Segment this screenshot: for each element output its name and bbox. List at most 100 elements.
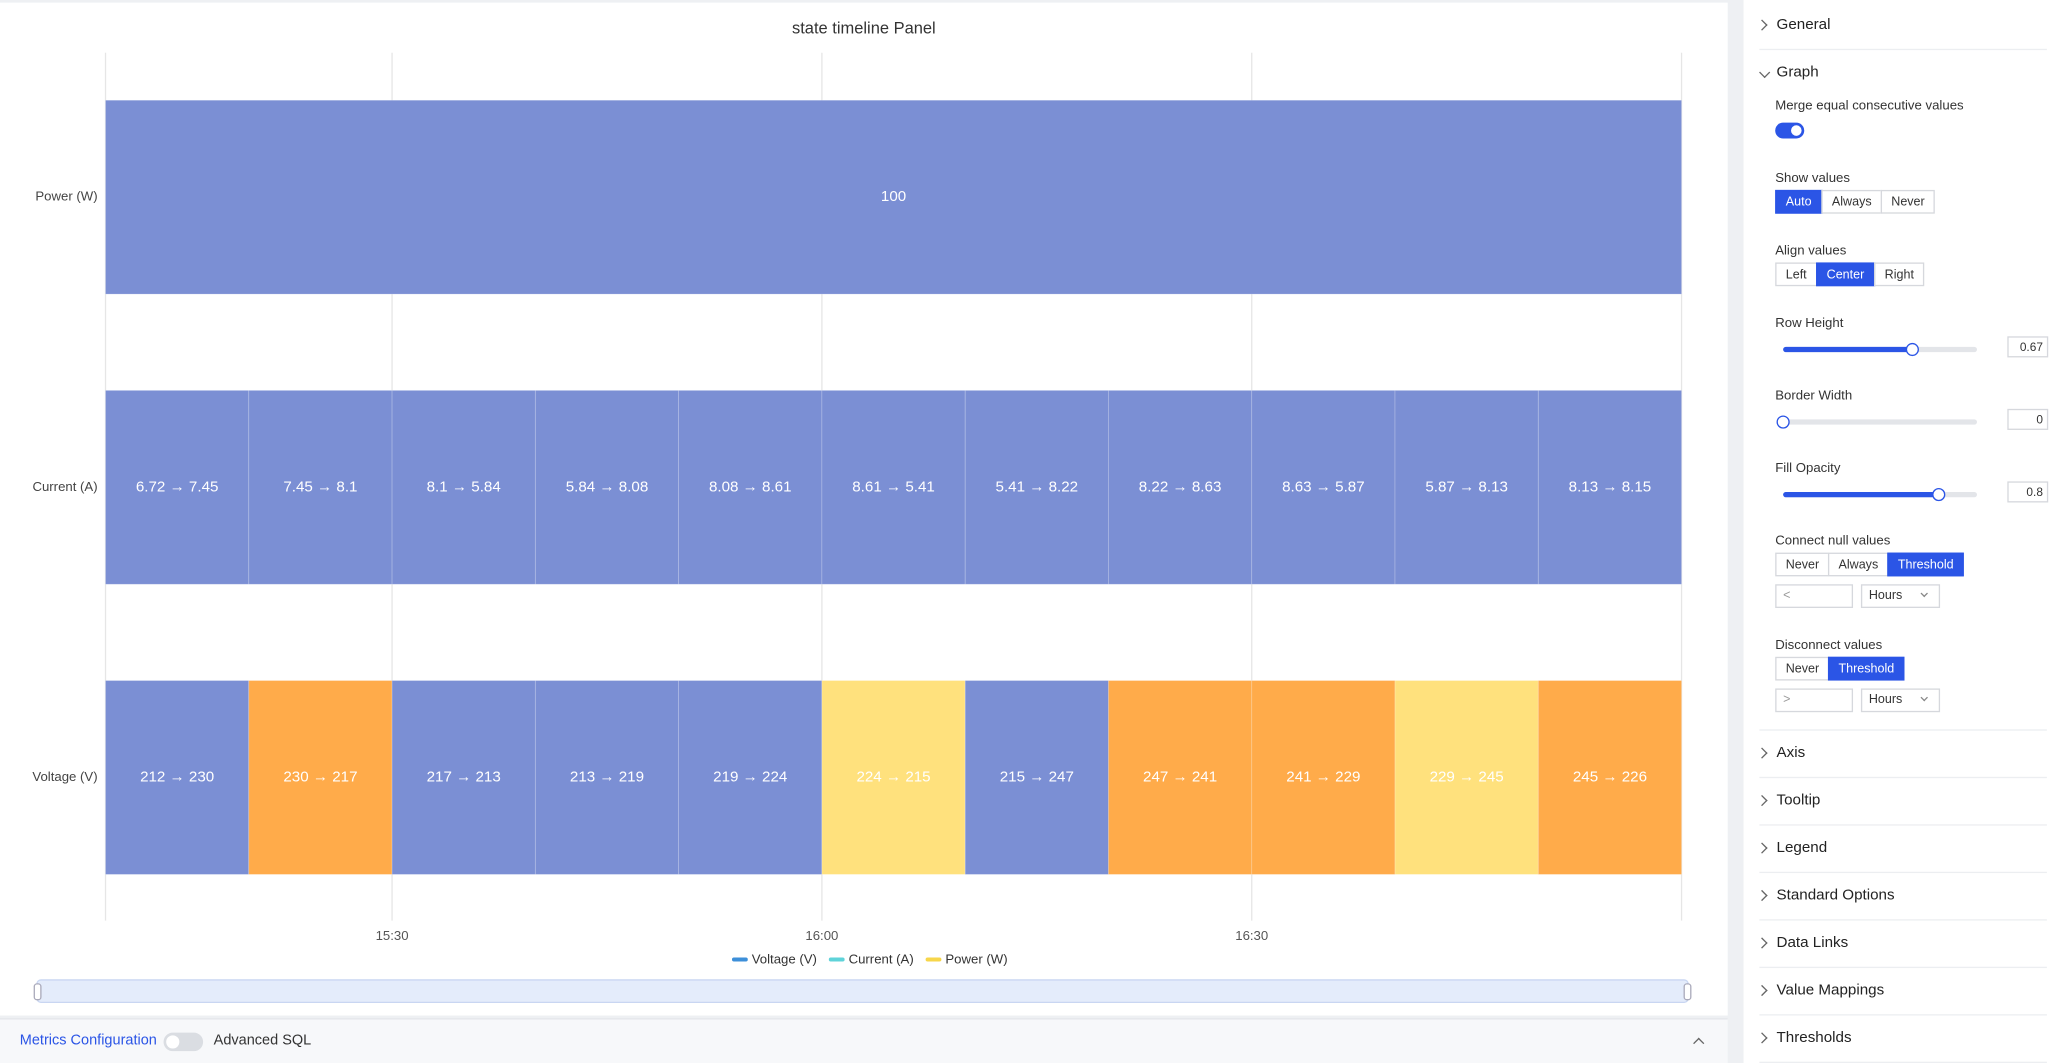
field-label: Connect null values [1775,534,1891,549]
toggle[interactable] [1775,122,1805,139]
segment-label: 8.61 → 5.41 [852,478,935,495]
section-title[interactable]: Standard Options [1776,887,1895,904]
state-segment [391,389,536,585]
segment-label: 212 → 230 [140,768,214,785]
state-segment [1251,680,1396,875]
slider-thumb[interactable] [1776,415,1790,429]
segment-label: 8.1 → 5.84 [427,478,501,495]
unit-select[interactable]: Hours [1860,584,1941,609]
slider-fill [1783,491,1939,498]
state-segment [678,680,823,875]
collapse-icon[interactable] [1756,842,1768,854]
divider [1759,919,2047,921]
slider-thumb[interactable] [1906,342,1920,357]
slider-input[interactable]: 0.8 [2007,481,2049,503]
slider-track[interactable] [1783,419,1977,425]
row-label: Current (A) [32,479,97,494]
section-title[interactable]: Thresholds [1776,1030,1852,1046]
section-title[interactable]: General [1776,17,1831,33]
state-segment [678,389,823,585]
chart-title: state timeline Panel [792,19,936,37]
state-segment [1394,680,1539,875]
range-handle[interactable] [33,983,42,1001]
threshold-input[interactable]: < [1775,584,1854,609]
legend-swatch [925,957,942,962]
collapse-icon[interactable] [1756,747,1768,759]
option-button[interactable]: Always [1821,189,1883,214]
segment-label: 100 [881,188,906,205]
collapse-icon[interactable] [1756,889,1768,902]
section-title[interactable]: Tooltip [1776,792,1821,809]
option-button[interactable]: Left [1775,262,1818,287]
collapse-icon[interactable] [1756,19,1768,31]
segment-label: 7.45 → 8.1 [283,478,357,495]
divider [1759,776,2047,779]
state-segment [248,680,393,875]
state-segment [1108,389,1253,585]
option-button[interactable]: Never [1880,189,1936,214]
field-label: Disconnect values [1775,638,1883,653]
range-slider[interactable] [36,979,1689,1004]
metrics-link[interactable]: Metrics Configuration [19,1032,157,1049]
option-button[interactable]: Never [1775,656,1830,681]
segment-label: 8.63 → 5.87 [1282,478,1365,495]
divider [1759,1014,2047,1016]
option-button[interactable]: Threshold [1887,552,1965,577]
collapse-icon[interactable] [1756,937,1768,949]
segment-label: 6.72 → 7.45 [136,478,219,495]
slider-input[interactable]: 0 [2007,408,2049,430]
legend-label: Power (W) [945,952,1007,967]
segment-label: 229 → 245 [1430,768,1504,785]
expand-icon[interactable] [1759,66,1771,79]
collapse-icon[interactable] [1693,1037,1705,1049]
divider [1759,1061,2047,1063]
segment-label: 247 → 241 [1143,768,1217,785]
field-label: Row Height [1775,316,1844,332]
option-button[interactable]: Auto [1775,189,1823,214]
state-segment [105,680,250,875]
panel: state timeline Panel 15:30 16:00 16:30 Powe… [0,2,1728,1016]
slider-thumb[interactable] [1931,487,1945,502]
section-title[interactable]: Graph [1776,64,1819,81]
chart: state timeline Panel 15:30 16:00 16:30 Powe… [32,19,1692,1004]
x-tick-label: 16:30 [1235,928,1268,943]
state-segment [1394,389,1539,585]
segment-label: 230 → 217 [283,768,357,785]
x-tick-label: 15:30 [376,928,409,943]
threshold-input[interactable]: > [1775,688,1854,713]
segment-label: 8.08 → 8.61 [709,478,792,495]
legend-swatch [731,957,748,962]
divider [1759,871,2047,874]
state-segment [964,680,1109,875]
x-tick-label: 16:00 [805,928,838,943]
state-segment [821,680,966,875]
field-label: Align values [1775,243,1847,259]
section-title[interactable]: Value Mappings [1776,982,1885,999]
option-button[interactable]: Right [1874,262,1925,287]
collapse-icon[interactable] [1756,794,1768,807]
legend-label: Voltage (V) [752,952,817,967]
option-button[interactable]: Never [1775,552,1830,577]
option-button[interactable]: Center [1816,262,1875,287]
option-button[interactable]: Always [1827,552,1889,577]
field-label: Show values [1775,171,1850,186]
collapse-icon[interactable] [1756,1032,1768,1044]
segment-label: 224 → 215 [856,768,930,785]
option-button[interactable]: Threshold [1827,656,1905,681]
unit-select[interactable]: Hours [1860,688,1941,713]
range-handle[interactable] [1683,983,1692,1001]
legend-label: Current (A) [849,952,914,967]
divider [1759,729,2047,731]
section-title[interactable]: Legend [1776,840,1828,856]
state-segment [1251,389,1396,585]
segment-label: 5.41 → 8.22 [996,478,1079,495]
section-title[interactable]: Data Links [1776,935,1849,951]
sql-toggle[interactable] [163,1032,204,1052]
section-title[interactable]: Axis [1776,745,1806,761]
collapse-icon[interactable] [1756,984,1768,997]
segment-label: 215 → 247 [1000,768,1074,785]
segment-label: 219 → 224 [713,768,787,785]
state-segment [821,389,966,585]
slider-input[interactable]: 0.67 [2007,336,2049,358]
